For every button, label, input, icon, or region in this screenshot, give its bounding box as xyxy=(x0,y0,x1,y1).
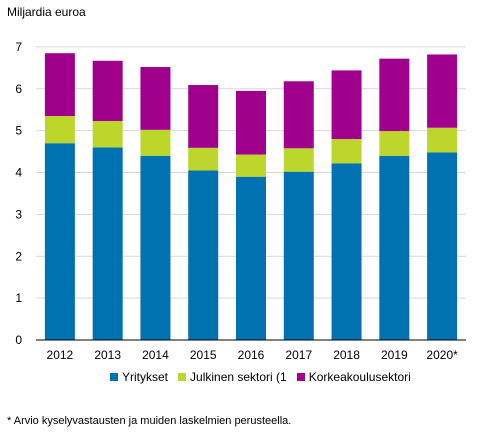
legend-label-korkeakoulusektori: Korkeakoulusektori xyxy=(308,370,411,384)
x-tick-label-2019: 2019 xyxy=(381,348,408,362)
y-tick-label-3: 3 xyxy=(15,207,22,221)
legend-label-julkinen-sektori: Julkinen sektori (1 xyxy=(190,370,287,384)
bar-julkinen-sektori-1-2019 xyxy=(379,131,410,156)
bar-yritykset-2017 xyxy=(283,171,314,340)
x-tick-label-2013: 2013 xyxy=(94,348,121,362)
bar-julkinen-sektori-1-2013 xyxy=(92,121,123,148)
legend-item-korkeakoulusektori: Korkeakoulusektori xyxy=(296,370,411,384)
x-tick-label-2015: 2015 xyxy=(190,348,217,362)
bar-yritykset-2019 xyxy=(379,155,410,340)
bar-julkinen-sektori-1-2016 xyxy=(236,154,266,177)
bar-yritykset-2015 xyxy=(188,170,219,340)
bar-korkeakoulusektori-2017 xyxy=(283,81,314,149)
bar-korkeakoulusektori-2020 xyxy=(427,54,458,128)
x-tick-label-2017: 2017 xyxy=(285,348,312,362)
y-tick-label-0: 0 xyxy=(15,333,22,347)
bar-korkeakoulusektori-2012 xyxy=(44,53,75,117)
bar-yritykset-2016 xyxy=(236,176,266,340)
bar-korkeakoulusektori-2018 xyxy=(331,70,362,140)
x-tick-label-2020: 2020* xyxy=(426,348,458,362)
bar-korkeakoulusektori-2019 xyxy=(379,58,410,132)
legend-swatch-yritykset xyxy=(110,373,118,381)
legend-swatch-korkeakoulusektori xyxy=(296,373,305,381)
bar-yritykset-2012 xyxy=(44,143,75,340)
bar-korkeakoulusektori-2016 xyxy=(236,90,266,155)
chart-footnote: * Arvio kyselyvastausten ja muiden laske… xyxy=(7,415,292,427)
x-tick-label-2012: 2012 xyxy=(47,348,74,362)
bar-yritykset-2014 xyxy=(140,155,171,340)
bar-korkeakoulusektori-2013 xyxy=(92,60,123,122)
x-tick-label-2018: 2018 xyxy=(333,348,360,362)
legend-swatch-julkinen-sektori xyxy=(178,373,187,381)
bar-korkeakoulusektori-2015 xyxy=(188,85,219,148)
y-tick-label-7: 7 xyxy=(15,40,22,54)
legend-label-yritykset: Yritykset xyxy=(122,370,169,384)
y-tick-label-5: 5 xyxy=(15,124,22,138)
bar-julkinen-sektori-1-2015 xyxy=(188,147,219,171)
y-tick-label-2: 2 xyxy=(15,249,22,263)
bar-yritykset-2018 xyxy=(331,163,362,340)
bar-yritykset-2020 xyxy=(427,152,458,340)
legend-item-yritykset: Yritykset xyxy=(110,370,168,384)
y-tick-label-6: 6 xyxy=(15,82,22,96)
legend-item-julkinen-sektori: Julkinen sektori (1 xyxy=(178,370,287,384)
bar-yritykset-2013 xyxy=(92,147,123,340)
y-tick-label-1: 1 xyxy=(15,291,22,305)
bar-julkinen-sektori-1-2017 xyxy=(283,148,314,172)
x-tick-label-2016: 2016 xyxy=(238,348,265,362)
bar-julkinen-sektori-1-2018 xyxy=(331,139,362,164)
y-tick-label-4: 4 xyxy=(15,166,22,180)
y-axis-unit-label: Miljardia euroa xyxy=(7,5,86,19)
bar-korkeakoulusektori-2014 xyxy=(140,67,171,130)
bar-julkinen-sektori-1-2012 xyxy=(44,116,75,144)
bar-julkinen-sektori-1-2020 xyxy=(427,127,458,153)
x-tick-label-2014: 2014 xyxy=(142,348,169,362)
chart-legend: Yritykset Julkinen sektori (1 Korkeakoul… xyxy=(110,370,421,384)
bar-julkinen-sektori-1-2014 xyxy=(140,129,171,156)
